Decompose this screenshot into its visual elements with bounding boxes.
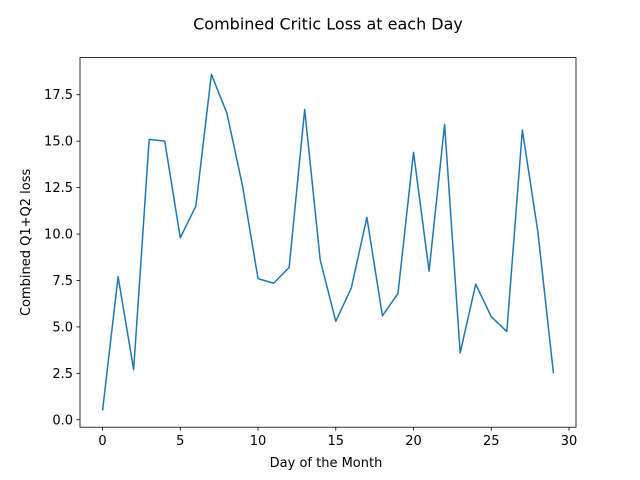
y-tick-label: 5.0 [52,320,73,335]
x-axis-label: Day of the Month [270,456,383,471]
y-tick-label: 7.5 [52,274,73,289]
y-axis-label: Combined Q1+Q2 loss [19,169,34,317]
plot-frame [79,57,577,428]
y-tick-label: 10.0 [44,228,73,243]
y-tick-label: 12.5 [44,181,73,196]
x-tick-label: 5 [176,434,184,449]
x-tick-label: 0 [98,434,106,449]
y-tick-label: 0.0 [52,413,73,428]
series-layer [101,73,555,411]
y-tick-label: 17.5 [44,88,73,103]
y-tick-label: 15.0 [44,135,73,150]
x-tick-label: 10 [250,434,267,449]
x-tick-label: 20 [405,434,422,449]
x-tick-label: 25 [483,434,500,449]
x-axis-ticks: 0 5 10 15 20 25 30 [98,427,577,449]
y-tick-label: 2.5 [52,367,73,382]
y-axis-ticks: 0.0 2.5 5.0 7.5 10.0 12.5 15.0 17.5 [44,88,80,428]
series-line [101,73,555,411]
x-tick-label: 15 [328,434,345,449]
x-tick-label: 30 [561,434,578,449]
chart-title: Combined Critic Loss at each Day [193,15,463,34]
